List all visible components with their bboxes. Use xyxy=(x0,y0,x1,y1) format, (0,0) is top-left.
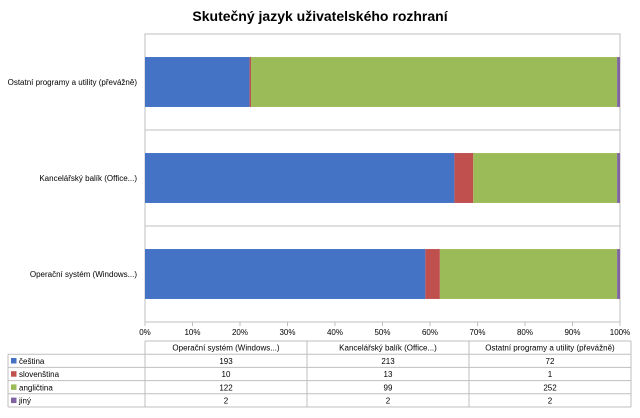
data-table: Operační systém (Windows...) Kancelářský … xyxy=(7,340,632,408)
bar-segment xyxy=(454,153,474,203)
axis-tick-label: 40% xyxy=(327,328,343,337)
table-header: Ostatní programy a utility (převážně) xyxy=(485,344,615,353)
table-value: 2 xyxy=(224,397,229,406)
legend-key xyxy=(11,397,17,404)
table-header: Kancelářský balík (Office...) xyxy=(339,344,437,353)
table-value: 10 xyxy=(222,370,231,379)
bar-segment xyxy=(617,153,620,203)
table-value: 252 xyxy=(543,383,557,392)
bar-segment xyxy=(251,57,618,107)
legend-key xyxy=(11,371,17,377)
table-value: 2 xyxy=(548,397,553,406)
bars xyxy=(145,57,620,299)
axis-tick-label: 70% xyxy=(469,328,485,337)
bar-segment xyxy=(145,249,426,299)
axis-tick-label: 90% xyxy=(564,328,580,337)
bar-segment xyxy=(617,57,620,107)
axis-tick-label: 100% xyxy=(610,328,630,337)
legend-key xyxy=(11,384,17,390)
table-value: 72 xyxy=(546,357,555,366)
category-label: Operační systém (Windows...) xyxy=(30,270,137,279)
table-value: 213 xyxy=(381,357,395,366)
table-value: 1 xyxy=(548,370,553,379)
axis-ticks: 0% 10% 20% 30% 40% 50% 60% 70% 80% 90% 100% xyxy=(139,328,630,337)
table-value: 2 xyxy=(386,397,391,406)
bar-segment xyxy=(473,153,618,203)
axis-tick-label: 60% xyxy=(422,328,438,337)
axis-tick-label: 20% xyxy=(232,328,248,337)
bar-segment xyxy=(617,249,620,299)
bar-segment xyxy=(439,249,618,299)
axis-tick-label: 50% xyxy=(374,328,390,337)
category-labels: Operační systém (Windows...) Kancelářský … xyxy=(8,78,138,279)
axis-tick-label: 30% xyxy=(279,328,295,337)
category-label: Kancelářský balík (Office...) xyxy=(39,174,137,183)
table-value: 193 xyxy=(219,357,233,366)
table-value: 99 xyxy=(384,383,393,392)
legend-label: jiný xyxy=(18,397,31,406)
bar-segment xyxy=(249,57,252,107)
axis-tick-label: 0% xyxy=(139,328,151,337)
chart-title: Skutečný jazyk uživatelského rozhraní xyxy=(192,8,448,24)
table-header: Operační systém (Windows...) xyxy=(172,344,279,353)
axis-tick-label: 10% xyxy=(184,328,200,337)
table-value: 13 xyxy=(384,370,393,379)
legend-key xyxy=(11,358,17,364)
legend-label: slovenština xyxy=(19,370,60,379)
grid xyxy=(144,33,621,326)
axis-tick-label: 80% xyxy=(517,328,533,337)
legend-label: angličtina xyxy=(19,383,53,392)
table-value: 122 xyxy=(219,383,233,392)
category-label: Ostatní programy a utility (převážně) xyxy=(8,78,138,87)
bar-segment xyxy=(425,249,440,299)
bar-segment xyxy=(145,57,250,107)
legend-label: čeština xyxy=(19,357,45,366)
bar-segment xyxy=(145,153,455,203)
